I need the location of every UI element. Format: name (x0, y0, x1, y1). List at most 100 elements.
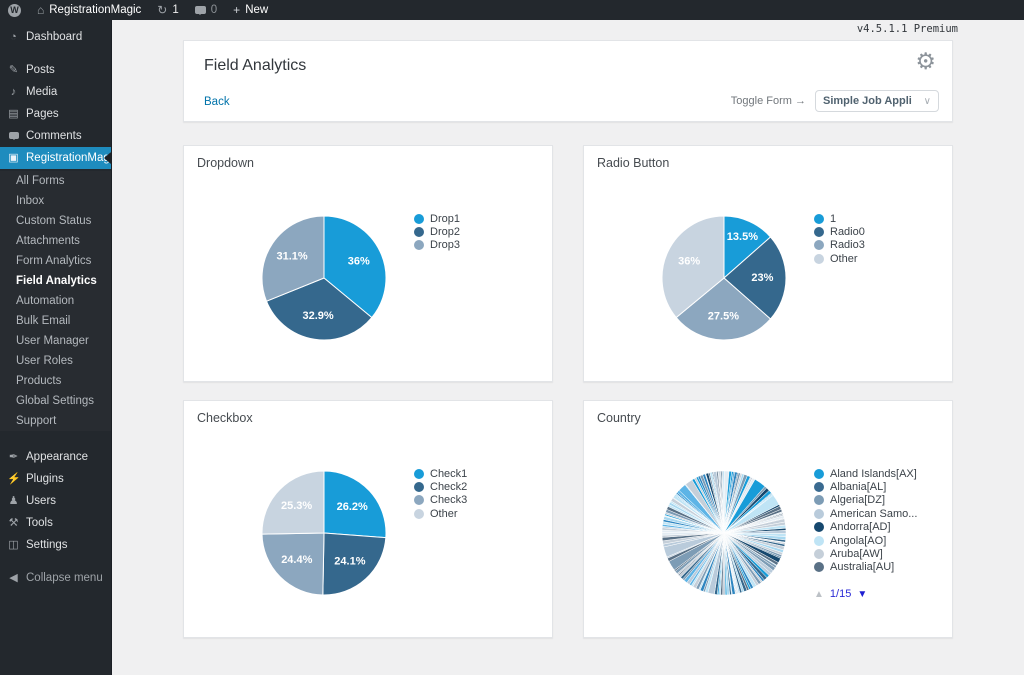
updates-indicator[interactable]: ↻ 1 (149, 0, 186, 20)
legend-item-algeria-dz: Algeria[DZ] (814, 494, 917, 507)
pie-slice-1[interactable] (723, 215, 772, 280)
update-count: 1 (172, 4, 179, 16)
sidebar-item-posts[interactable]: ✎ Posts (0, 59, 111, 81)
sidebar-item-global-settings[interactable]: Global Settings (16, 395, 94, 407)
legend-item-andorra-ad: Andorra[AD] (814, 521, 917, 534)
pie-value-label: 13.5% (727, 231, 758, 243)
pie-slice-other[interactable] (261, 470, 325, 535)
site-name-menu[interactable]: ⌂ RegistrationMagic (29, 0, 149, 20)
legend-page-up-icon[interactable]: ▲ (814, 588, 824, 600)
sidebar-item-field-analytics[interactable]: Field Analytics (16, 275, 97, 287)
appearance-icon: ✒ (8, 450, 19, 463)
sidebar-item-comments[interactable]: Comments (0, 125, 111, 147)
pie-chart-radio-button[interactable]: 13.5% 23% 27.5% 36% (656, 210, 792, 346)
sidebar-item-attachments[interactable]: Attachments (16, 235, 80, 247)
pie-slice-drop1[interactable] (323, 215, 387, 319)
back-link[interactable]: Back (204, 96, 230, 108)
pie-value-label: 31.1% (276, 250, 307, 262)
pie-chart-dropdown[interactable]: 36% 32.9% 31.1% (256, 210, 392, 346)
legend-dot (814, 213, 824, 224)
pie-value-label: 25.3% (281, 500, 312, 512)
comments-indicator[interactable]: 0 (187, 0, 225, 20)
gear-icon[interactable]: ⚙ (915, 48, 936, 74)
sidebar-item-registrationmagic[interactable]: ▣ RegistrationMagic (0, 147, 111, 169)
chart-card-country: Country Aland Islands[AX] Albania[AL] Alge… (583, 400, 953, 638)
new-content-menu[interactable]: + New (225, 0, 276, 20)
pie-slice-drop2[interactable] (265, 277, 373, 341)
legend-page-indicator: 1/15 (829, 588, 852, 601)
home-icon: ⌂ (37, 3, 45, 17)
sidebar-item-users[interactable]: ♟ Users (0, 490, 111, 512)
pie-value-label: 36% (678, 256, 700, 268)
sidebar-item-pages[interactable]: ▤ Pages (0, 103, 111, 125)
sidebar-item-dashboard[interactable]: ◔ Dashboard (0, 26, 111, 48)
sidebar-item-tools[interactable]: ⚒ Tools (0, 512, 111, 534)
sidebar-item-label: Tools (26, 517, 53, 529)
sidebar-item-user-manager[interactable]: User Manager (16, 335, 89, 347)
sidebar-item-automation[interactable]: Automation (16, 295, 75, 307)
pie-slice-radio3[interactable] (675, 277, 772, 341)
pie-slice-check2[interactable] (322, 532, 387, 596)
legend-label: Aruba[AW] (830, 548, 883, 561)
sidebar-item-all-forms[interactable]: All Forms (16, 175, 65, 187)
legend-item-1: 1 (814, 212, 865, 225)
pie-slice-other[interactable] (661, 215, 725, 319)
tools-icon: ⚒ (8, 516, 19, 529)
sidebar-item-bulk-email[interactable]: Bulk Email (16, 315, 71, 327)
legend-item-radio0: Radio0 (814, 225, 865, 238)
collapse-icon: ◀ (9, 571, 18, 584)
form-select-value: Simple Job Appli (823, 95, 912, 107)
dashboard-icon: ◔ (10, 30, 17, 43)
sidebar-item-products[interactable]: Products (16, 375, 62, 387)
pie-slice-radio0[interactable] (723, 236, 787, 320)
legend-dot (414, 468, 424, 479)
sidebar: ◔ Dashboard ✎ Posts ♪ Media ▤ Pages Comments ▣ Reg… (0, 20, 112, 675)
pie-slice-drop3[interactable] (261, 215, 325, 302)
sidebar-item-media[interactable]: ♪ Media (0, 81, 111, 103)
legend-dot (814, 468, 824, 479)
legend-label: Check1 (430, 467, 468, 480)
pie-slice-check3[interactable] (261, 532, 325, 596)
legend-page-down-icon[interactable]: ▼ (857, 588, 868, 600)
sidebar-item-label: Posts (26, 64, 55, 76)
pie-value-label: 36% (348, 256, 370, 268)
page-title: Field Analytics (204, 57, 307, 74)
update-icon: ↻ (157, 3, 168, 17)
legend-pagination: ▲ 1/15 ▼ (814, 588, 917, 600)
legend-label: Check3 (430, 494, 468, 507)
sidebar-item-user-roles[interactable]: User Roles (16, 355, 73, 367)
sidebar-item-form-analytics[interactable]: Form Analytics (16, 255, 92, 267)
sidebar-item-appearance[interactable]: ✒ Appearance (0, 446, 111, 468)
pie-slice-check1[interactable] (323, 470, 387, 539)
pie-value-label: 23% (751, 272, 773, 284)
legend-label: American Samo... (830, 507, 918, 520)
pie-slice[interactable] (722, 470, 725, 534)
legend-dot (414, 495, 424, 506)
sidebar-item-custom-status[interactable]: Custom Status (16, 215, 92, 227)
sidebar-item-collapse-menu[interactable]: ◀ Collapse menu (0, 567, 111, 589)
legend-label: Other (830, 252, 858, 265)
sidebar-item-settings[interactable]: ◫ Settings (0, 534, 111, 556)
page-header-card: Field Analytics ⚙ Back Toggle Form → Sim… (183, 40, 953, 122)
chart-card-radio-button: Radio Button 13.5% 23% 27.5% 36% 1 Radio0 Rad… (583, 145, 953, 382)
legend-item-drop2: Drop2 (414, 225, 460, 238)
admin-bar: W ⌂ RegistrationMagic ↻ 1 0 + New (0, 0, 1024, 20)
sidebar-item-label: Settings (26, 539, 68, 551)
form-select[interactable]: Simple Job Appli ∨ (815, 90, 939, 112)
sidebar-item-inbox[interactable]: Inbox (16, 195, 45, 207)
sidebar-item-support[interactable]: Support (16, 415, 57, 427)
sidebar-submenu: All Forms Inbox Custom Status Attachments Fo… (0, 171, 111, 431)
sidebar-item-plugins[interactable]: ⚡ Plugins (0, 468, 111, 490)
legend-label: 1 (830, 212, 837, 225)
legend-item-angola-ao: Angola[AO] (814, 534, 917, 547)
settings-icon: ◫ (8, 538, 19, 551)
wordpress-logo-menu[interactable]: W (0, 0, 29, 20)
pie-chart-country[interactable] (656, 465, 792, 601)
pages-icon: ▤ (8, 107, 19, 120)
sidebar-item-label: Appearance (26, 451, 89, 463)
wordpress-logo: W (8, 3, 21, 17)
pie-value-label: 32.9% (302, 310, 333, 322)
pie-chart-checkbox[interactable]: 26.2% 24.1% 24.4% 25.3% (256, 465, 392, 601)
legend-item-check3: Check3 (414, 494, 467, 507)
legend-label: Aland Islands[AX] (830, 467, 917, 480)
